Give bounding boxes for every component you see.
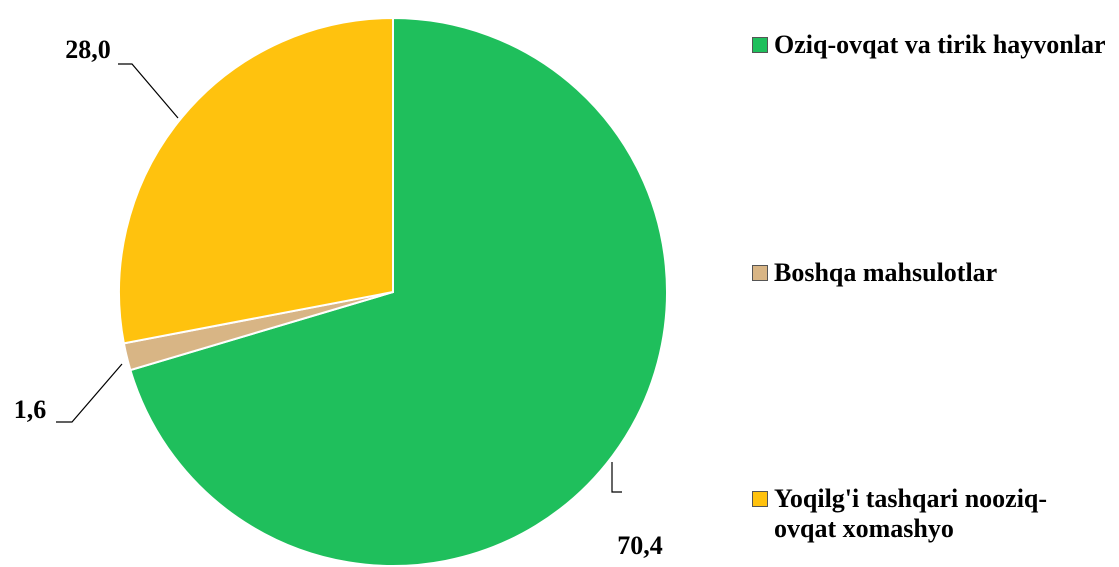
legend-item: Oziq-ovqat va tirik hayvonlar: [752, 30, 1109, 60]
leader-line: [56, 363, 123, 423]
legend-swatch: [752, 265, 768, 281]
leader-line: [611, 462, 622, 493]
legend-label: Oziq-ovqat va tirik hayvonlar: [774, 30, 1106, 59]
data-label: 1,6: [14, 395, 47, 424]
legend-item: Boshqa mahsulotlar: [752, 258, 1109, 288]
pie-slice: [129, 16, 668, 567]
data-label: 28,0: [65, 35, 111, 64]
legend-swatch: [752, 491, 768, 507]
legend: Oziq-ovqat va tirik hayvonlar Boshqa mahs…: [752, 0, 1112, 567]
data-label: 70,4: [617, 531, 663, 560]
legend-label: Boshqa mahsulotlar: [774, 258, 998, 287]
leader-line: [118, 63, 179, 119]
legend-item: Yoqilg'i tashqari nooziq-ovqat xomashyo: [752, 484, 1109, 544]
legend-swatch: [752, 37, 768, 53]
pie-slice: [118, 16, 394, 345]
legend-label: Yoqilg'i tashqari nooziq-ovqat xomashyo: [774, 484, 1048, 543]
chart: 70,4 1,6 28,0: [14, 16, 668, 567]
